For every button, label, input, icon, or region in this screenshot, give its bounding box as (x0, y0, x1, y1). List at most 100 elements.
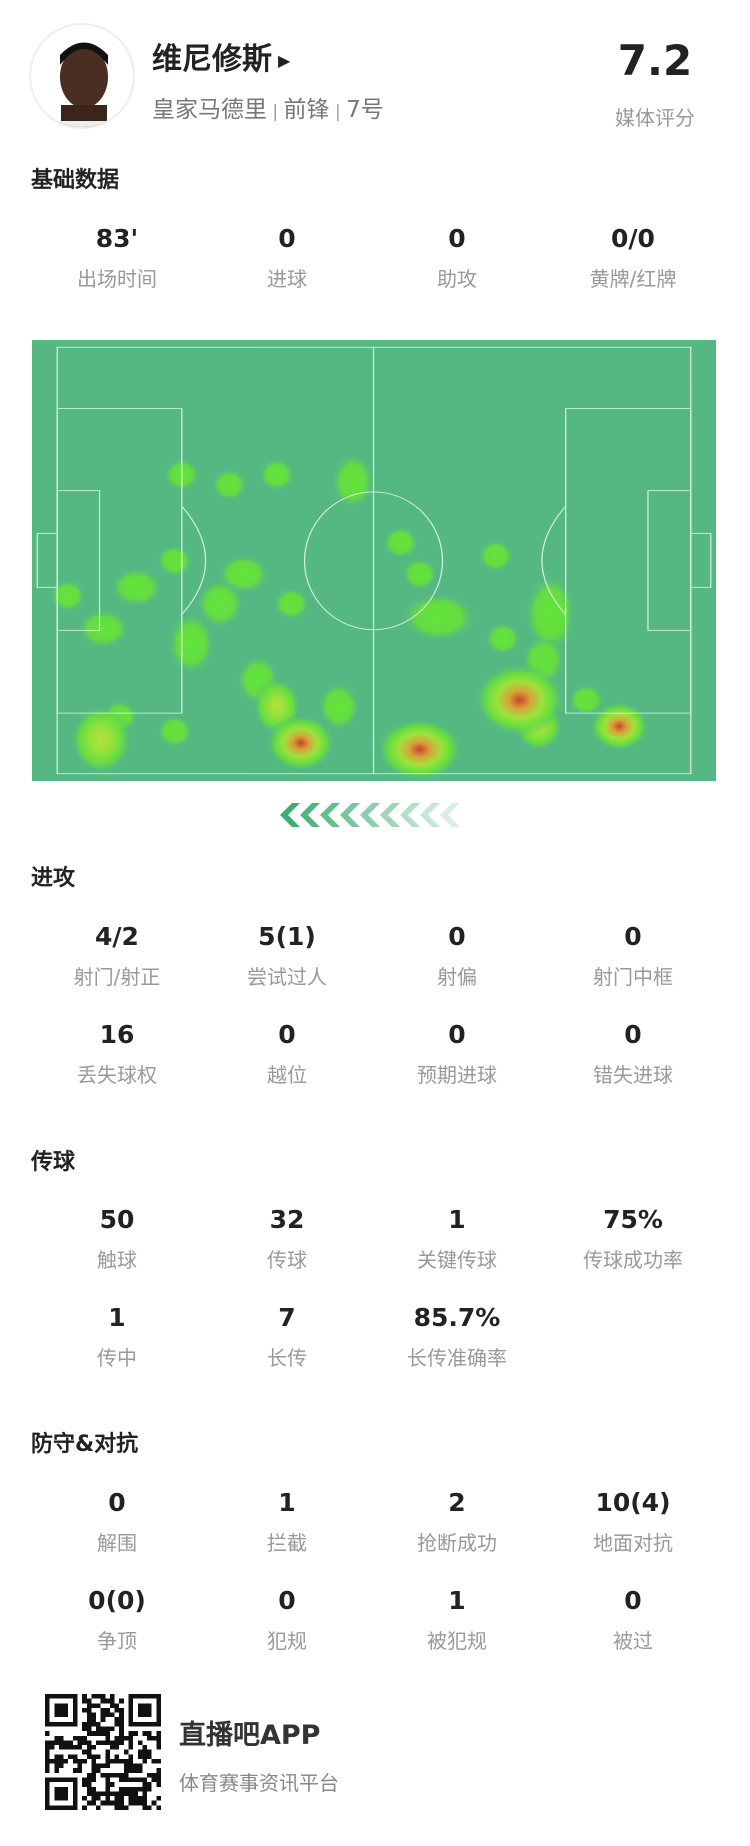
stat-label: 拦截 (267, 1531, 307, 1555)
stat-basic: 83' 出场时间 (32, 224, 202, 292)
stat-label: 进球 (267, 267, 307, 291)
heat-spot (258, 458, 296, 492)
stat-value: 0(0) (88, 1586, 146, 1615)
stat-attack: 0 错失进球 (548, 1020, 718, 1088)
chevron-left-icon (280, 803, 300, 827)
stat-defense: 0 犯规 (202, 1586, 372, 1654)
stat-value: 2 (448, 1488, 466, 1517)
stat-label: 抢断成功 (417, 1531, 497, 1555)
stat-attack: 0 预期进球 (372, 1020, 542, 1088)
stat-label: 射门/射正 (73, 965, 161, 989)
stat-passing: 50 触球 (32, 1205, 202, 1273)
stat-attack: 4/2 射门/射正 (32, 922, 202, 990)
stat-defense: 2 抢断成功 (372, 1488, 542, 1556)
stat-value: 16 (99, 1020, 135, 1049)
stat-value: 5(1) (258, 922, 316, 951)
stat-label: 长传准确率 (407, 1346, 507, 1370)
player-name[interactable]: 维尼修斯 ▶ (152, 34, 290, 78)
stat-defense: 0(0) 争顶 (32, 1586, 202, 1654)
stat-value: 83' (95, 224, 139, 253)
heat-spot (524, 574, 577, 654)
heat-spot (400, 592, 477, 642)
stat-passing: 85.7% 长传准确率 (372, 1303, 542, 1371)
stat-label: 被犯规 (427, 1629, 487, 1653)
stat-value: 0 (624, 1586, 642, 1615)
rating-value: 7.2 (617, 36, 693, 85)
chevron-left-icon (380, 803, 400, 827)
stat-label: 错失进球 (593, 1063, 673, 1087)
chevron-left-icon (320, 803, 340, 827)
heat-spot (331, 453, 375, 510)
stat-defense: 1 被犯规 (372, 1586, 542, 1654)
stat-attack: 5(1) 尝试过人 (202, 922, 372, 990)
stat-attack: 16 丢失球权 (32, 1020, 202, 1088)
heat-spot (568, 683, 605, 717)
stat-label: 被过 (613, 1629, 653, 1653)
stat-value: 0 (448, 1020, 466, 1049)
stat-label: 传球成功率 (583, 1248, 683, 1272)
position: 前锋 (283, 97, 330, 123)
chevron-left-icon (420, 803, 440, 827)
heat-spot (211, 468, 248, 502)
stat-value: 1 (448, 1586, 466, 1615)
stat-value: 0/0 (611, 224, 655, 253)
stat-passing: 1 关键传球 (372, 1205, 542, 1273)
chevron-left-icon (400, 803, 420, 827)
stat-label: 出场时间 (77, 267, 157, 291)
stat-value: 0 (448, 922, 466, 951)
stat-value: 10(4) (595, 1488, 671, 1517)
chevron-left-icon (360, 803, 380, 827)
stat-attack: 0 射偏 (372, 922, 542, 990)
stat-label: 关键传球 (417, 1248, 497, 1272)
section-title-defense: 防守&对抗 (31, 1432, 139, 1457)
heat-spot (273, 587, 310, 621)
stat-basic: 0 助攻 (372, 224, 542, 292)
caret-right-icon: ▶ (278, 51, 291, 70)
chevron-left-icon (300, 803, 320, 827)
heat-spot (589, 701, 649, 752)
chevron-left-icon (440, 803, 460, 827)
heat-spot (266, 714, 335, 772)
qr-code (45, 1693, 161, 1811)
app-slogan: 体育赛事资讯平台 (179, 1771, 339, 1795)
heat-spot (77, 608, 130, 649)
stat-label: 传球 (267, 1248, 307, 1272)
heat-spot (474, 663, 565, 737)
heat-spot (376, 718, 463, 781)
heat-spot (167, 612, 216, 676)
stat-label: 射偏 (437, 965, 477, 989)
heat-spot (70, 704, 132, 775)
stat-label: 争顶 (97, 1629, 137, 1653)
player-info: 皇家马德里 | 前锋 | 7号 (152, 97, 384, 123)
stat-label: 解围 (97, 1531, 137, 1555)
stat-value: 0 (624, 922, 642, 951)
stat-defense: 0 被过 (548, 1586, 718, 1654)
stat-value: 0 (278, 224, 296, 253)
chevron-left-icon (340, 803, 360, 827)
heat-spot (49, 579, 86, 613)
stat-value: 0 (108, 1488, 126, 1517)
stat-defense: 1 拦截 (202, 1488, 372, 1556)
stat-label: 尝试过人 (247, 965, 327, 989)
number: 7号 (346, 97, 384, 123)
attack-direction-indicator (275, 800, 475, 830)
heat-spot (110, 567, 163, 608)
stat-passing: 7 长传 (202, 1303, 372, 1371)
stat-passing: 75% 传球成功率 (548, 1205, 718, 1273)
stat-label: 长传 (267, 1346, 307, 1370)
stat-label: 地面对抗 (593, 1531, 673, 1555)
stat-passing: 1 传中 (32, 1303, 202, 1371)
stat-attack: 0 越位 (202, 1020, 372, 1088)
stat-basic: 0/0 黄牌/红牌 (548, 224, 718, 292)
stat-value: 50 (99, 1205, 135, 1234)
section-title-passing: 传球 (31, 1150, 76, 1175)
stat-attack: 0 射门中框 (548, 922, 718, 990)
heat-spot (484, 622, 521, 656)
section-title-basic: 基础数据 (31, 168, 120, 193)
heat-spot (156, 544, 193, 578)
stat-label: 预期进球 (417, 1063, 497, 1087)
stat-passing: 32 传球 (202, 1205, 372, 1273)
stat-label: 犯规 (267, 1629, 307, 1653)
stat-value: 0 (278, 1586, 296, 1615)
stat-value: 0 (448, 224, 466, 253)
